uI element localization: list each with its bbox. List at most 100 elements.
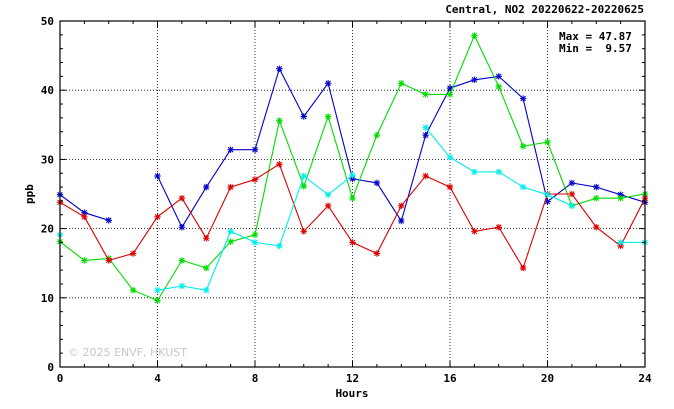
data-point: [105, 257, 112, 264]
y-tick-label: 40: [41, 84, 54, 97]
data-point: [617, 239, 624, 246]
series-3: [56, 161, 649, 272]
data-point: [276, 161, 283, 168]
data-point: [495, 83, 502, 90]
data-point: [471, 32, 478, 39]
data-point: [81, 213, 88, 221]
y-tick-label: 20: [41, 223, 54, 236]
data-series: [56, 32, 649, 304]
data-point: [300, 172, 307, 180]
data-point: [324, 113, 332, 120]
data-point: [544, 191, 551, 198]
data-point: [495, 73, 502, 80]
min-label: Min = 9.57: [559, 42, 632, 55]
y-tick-label: 30: [41, 153, 54, 166]
data-point: [129, 250, 137, 257]
x-tick-label: 20: [541, 372, 554, 385]
data-point: [324, 80, 332, 87]
data-point: [251, 176, 259, 183]
data-point: [422, 91, 429, 98]
y-tick-label: 50: [41, 15, 54, 28]
data-point: [568, 190, 576, 198]
data-point: [154, 213, 161, 221]
data-point: [373, 179, 381, 187]
data-point: [349, 194, 356, 202]
data-point: [373, 250, 381, 257]
x-axis-title: Hours: [335, 387, 368, 400]
data-point: [544, 138, 551, 146]
data-point: [398, 80, 405, 87]
data-point: [105, 217, 112, 224]
data-point: [446, 154, 454, 161]
data-point: [495, 224, 502, 231]
data-point: [349, 172, 356, 179]
data-point: [251, 231, 259, 239]
data-point: [519, 264, 527, 272]
data-point: [324, 191, 332, 198]
max-label: Max = 47.87: [559, 30, 632, 43]
data-point: [178, 282, 186, 290]
x-tick-label: 12: [346, 372, 359, 385]
data-point: [178, 194, 186, 202]
data-point: [300, 228, 307, 235]
data-point: [398, 202, 405, 209]
x-tick-label: 24: [638, 372, 652, 385]
data-point: [593, 224, 600, 231]
data-point: [471, 228, 478, 235]
x-tick-label: 8: [252, 372, 259, 385]
series-2: [56, 32, 649, 304]
data-point: [617, 194, 624, 202]
data-point: [422, 131, 429, 139]
data-point: [398, 217, 405, 225]
data-point: [203, 235, 210, 242]
data-point: [324, 202, 332, 209]
data-point: [203, 286, 210, 294]
data-point: [154, 297, 161, 304]
data-point: [178, 257, 186, 264]
data-point: [593, 183, 600, 191]
data-point: [154, 286, 161, 294]
y-axis-title: ppb: [23, 184, 36, 204]
y-tick-label: 10: [41, 292, 54, 305]
data-point: [251, 239, 259, 246]
data-point: [276, 117, 283, 124]
x-tick-label: 16: [443, 372, 457, 385]
data-point: [373, 131, 381, 139]
data-point: [471, 168, 478, 176]
y-tick-label: 0: [47, 361, 54, 374]
data-point: [495, 168, 502, 176]
data-point: [446, 183, 454, 191]
data-point: [568, 179, 576, 187]
chart-title: Central, NO2 20220622-20220625: [445, 3, 644, 16]
data-point: [422, 124, 429, 131]
data-point: [519, 143, 527, 150]
axis-ticks: 0 4 8 12 16 20 24 0 10 20 30 40 50: [41, 15, 652, 385]
data-point: [203, 183, 210, 191]
data-point: [300, 113, 307, 120]
data-point: [178, 224, 186, 231]
grid-lines: [60, 21, 645, 367]
data-point: [519, 183, 527, 191]
data-point: [446, 91, 454, 98]
data-point: [422, 172, 429, 180]
data-point: [81, 257, 88, 264]
x-tick-label: 4: [154, 372, 161, 385]
data-point: [154, 172, 161, 180]
data-point: [568, 202, 576, 209]
data-point: [227, 183, 234, 191]
data-point: [276, 242, 283, 250]
x-tick-label: 0: [57, 372, 64, 385]
data-point: [519, 95, 527, 102]
data-point: [593, 194, 600, 202]
series-4: [56, 124, 649, 294]
data-point: [227, 146, 234, 153]
data-point: [227, 228, 234, 235]
data-point: [129, 286, 137, 294]
data-point: [227, 238, 234, 245]
data-point: [349, 239, 356, 246]
data-point: [203, 264, 210, 272]
data-point: [471, 76, 478, 84]
data-point: [300, 183, 307, 190]
data-point: [251, 146, 259, 153]
